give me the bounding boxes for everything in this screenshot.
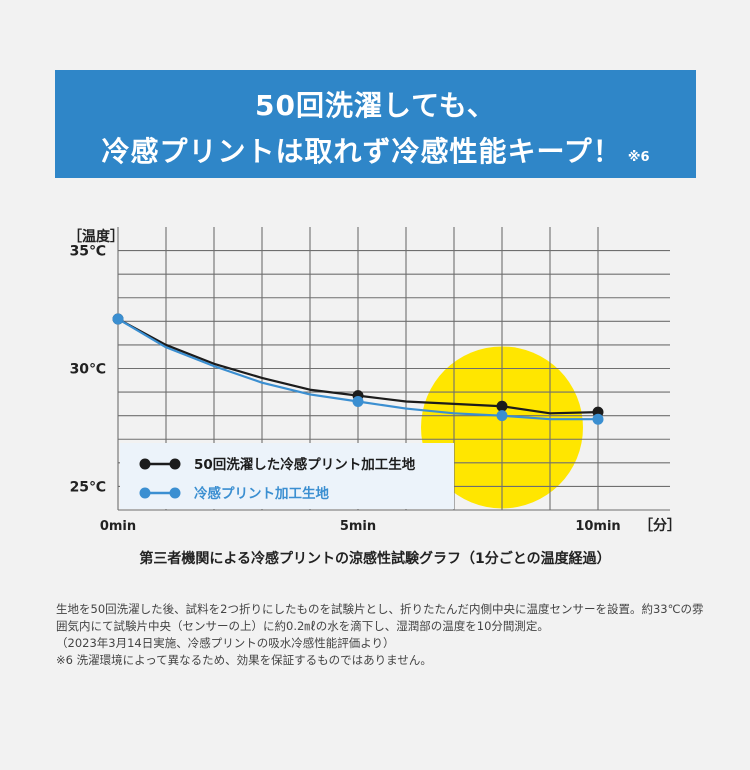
series-marker-2 bbox=[592, 413, 604, 425]
headline-line-1: 50回洗濯しても、 bbox=[255, 89, 496, 122]
legend-swatch-dot bbox=[169, 487, 181, 499]
series-marker-2 bbox=[352, 396, 364, 408]
x-axis-label: ［分］ bbox=[639, 517, 681, 534]
series-marker-2 bbox=[112, 313, 124, 325]
x-tick-label: 10min bbox=[575, 519, 620, 534]
test-notes: 生地を50回洗濯した後、試料を2つ折りにしたものを試験片とし、折りたたんだ内側中… bbox=[56, 601, 706, 669]
legend-swatch-dot bbox=[169, 458, 181, 470]
y-tick-label: 25℃ bbox=[70, 479, 106, 495]
legend-label-1: 50回洗濯した冷感プリント加工生地 bbox=[194, 456, 416, 473]
legend-swatch-dot bbox=[139, 487, 151, 499]
series-marker-2 bbox=[496, 410, 508, 422]
chart-caption: 第三者機関による冷感プリントの涼感性試験グラフ（1分ごとの温度経過） bbox=[139, 551, 611, 567]
y-axis-label: ［温度］ bbox=[68, 228, 124, 245]
note-date: （2023年3月14日実施、冷感プリントの吸水冷感性能評価より） bbox=[56, 636, 395, 650]
headline-footnote-mark: ※6 bbox=[627, 150, 650, 165]
legend-swatch-dot bbox=[139, 458, 151, 470]
series-marker-1 bbox=[496, 400, 508, 412]
temperature-chart: ［温度］35℃ 30℃ 25℃ 0min 5min 10min ［分］ 50回洗濯した冷感プリ… bbox=[68, 227, 681, 534]
x-tick-label: 0min bbox=[100, 519, 136, 534]
y-tick-label: 35℃ bbox=[70, 244, 106, 260]
headline-line-2: 冷感プリントは取れず冷感性能キープ！ ※6 bbox=[55, 130, 696, 170]
note-method: 生地を50回洗濯した後、試料を2つ折りにしたものを試験片とし、折りたたんだ内側中… bbox=[56, 602, 704, 633]
note-disclaimer: ※6 洗濯環境によって異なるため、効果を保証するものではありません。 bbox=[56, 653, 432, 667]
x-tick-label: 5min bbox=[340, 519, 376, 534]
legend-label-2: 冷感プリント加工生地 bbox=[194, 485, 329, 502]
y-tick-label: 30℃ bbox=[70, 362, 106, 378]
headline-banner: 50回洗濯しても、 冷感プリントは取れず冷感性能キープ！ ※6 bbox=[55, 70, 696, 178]
headline-line-2-text: 冷感プリントは取れず冷感性能キープ！ bbox=[101, 135, 622, 168]
